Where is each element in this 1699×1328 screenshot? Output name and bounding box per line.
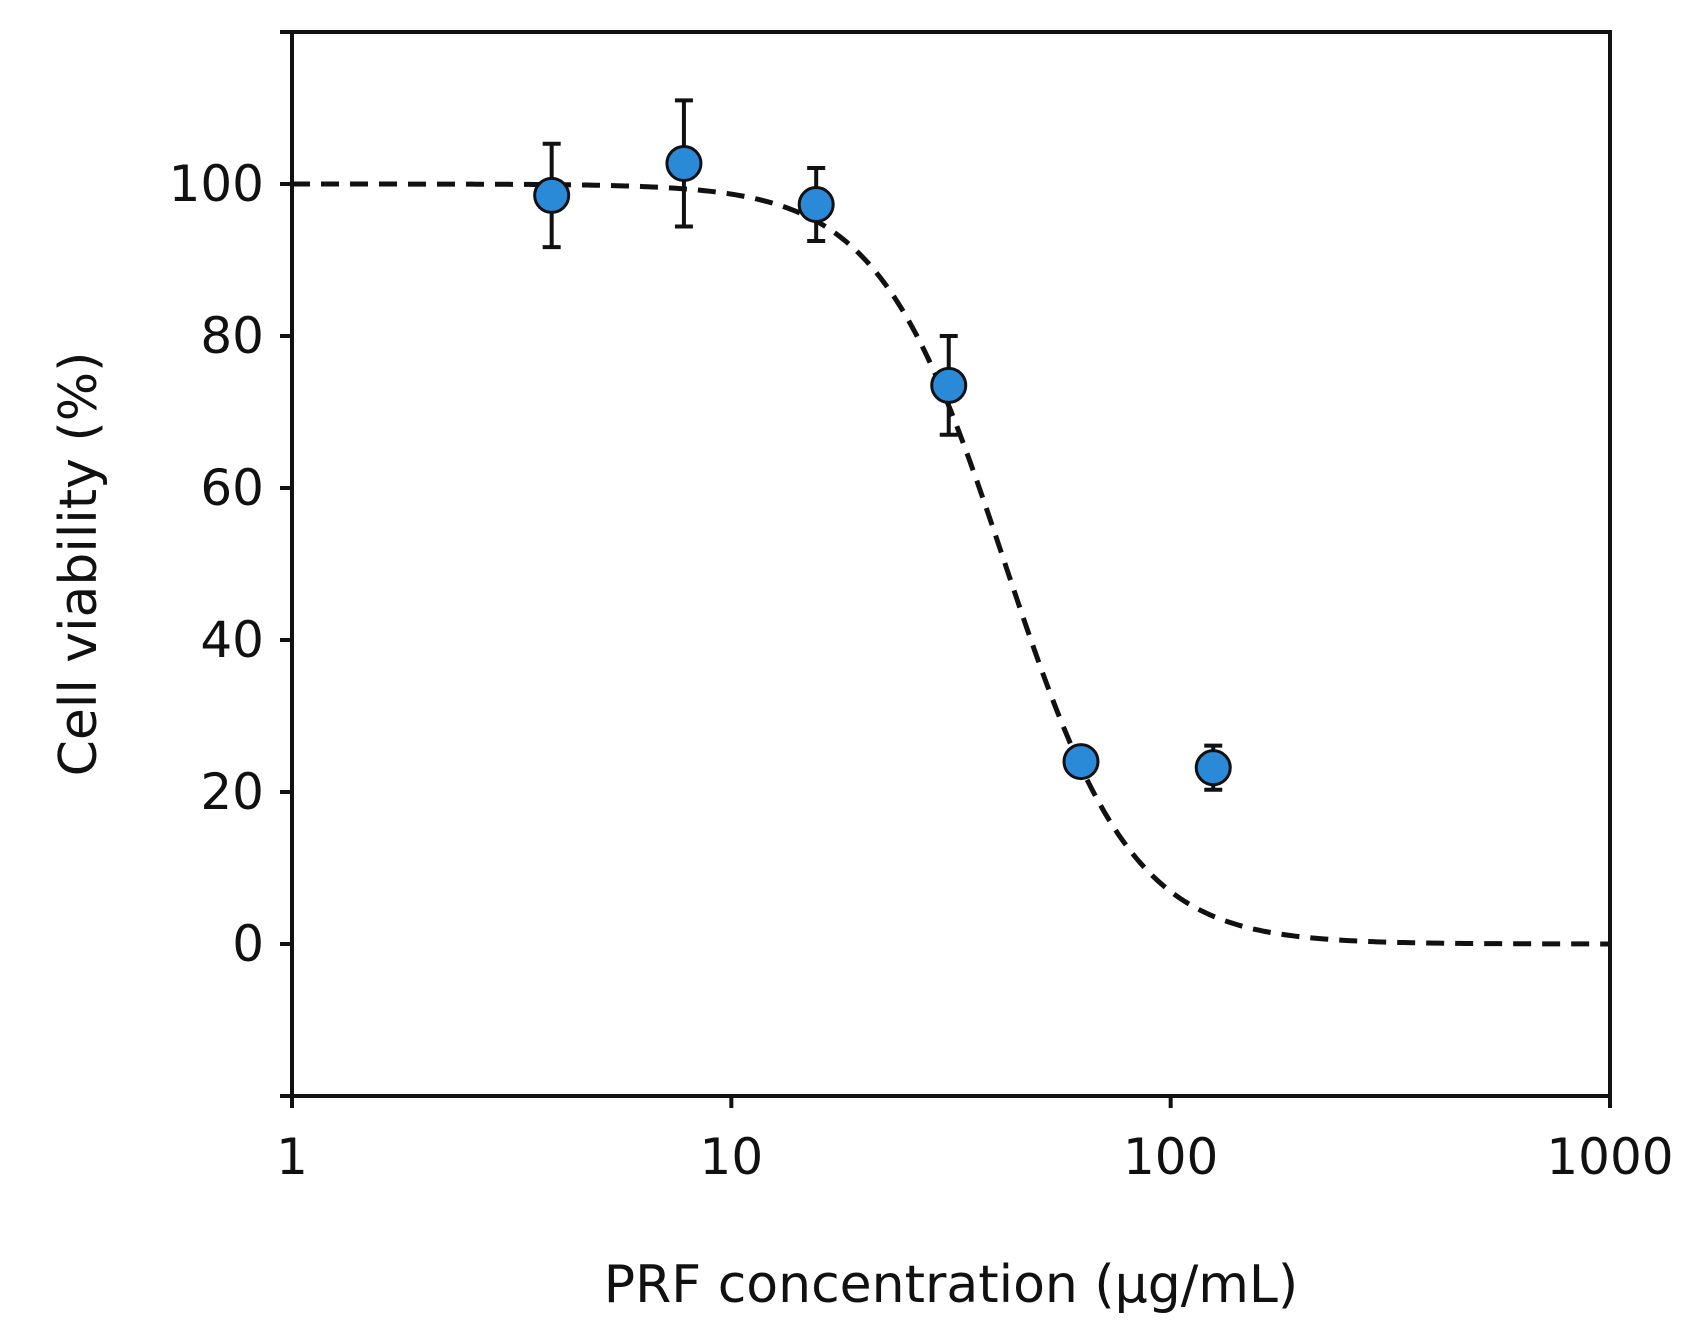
fit-curve: [292, 181, 1610, 947]
y-tick-label: 80: [200, 307, 264, 365]
x-tick-label: 1000: [1546, 1128, 1673, 1186]
y-tick-label: 20: [200, 763, 264, 821]
data-point: [1194, 749, 1232, 787]
x-axis-title: PRF concentration (µg/mL): [604, 1255, 1298, 1315]
error-bar-layer: [542, 98, 1223, 792]
x-tick-label: 10: [700, 1128, 764, 1186]
y-axis-title: Cell viability (%): [49, 352, 109, 777]
data-point: [533, 176, 571, 214]
y-tick-label: 40: [200, 611, 264, 669]
y-tick-label: 100: [169, 155, 264, 213]
data-point-layer: [533, 144, 1232, 787]
x-axis-ticks: 1 10 100 1000: [276, 1096, 1674, 1186]
fit-curve-layer: [292, 181, 1610, 947]
y-tick-label: 60: [200, 459, 264, 517]
data-point: [930, 366, 968, 404]
x-tick-label: 100: [1123, 1128, 1218, 1186]
y-tick-label: 0: [232, 915, 264, 973]
data-point: [797, 186, 835, 224]
data-point: [1062, 743, 1100, 781]
y-axis-ticks: 0 20 40 60 80 100: [169, 30, 292, 1098]
data-point: [665, 144, 703, 182]
plot-frame: [290, 30, 1612, 1098]
x-tick-label: 1: [276, 1128, 308, 1186]
